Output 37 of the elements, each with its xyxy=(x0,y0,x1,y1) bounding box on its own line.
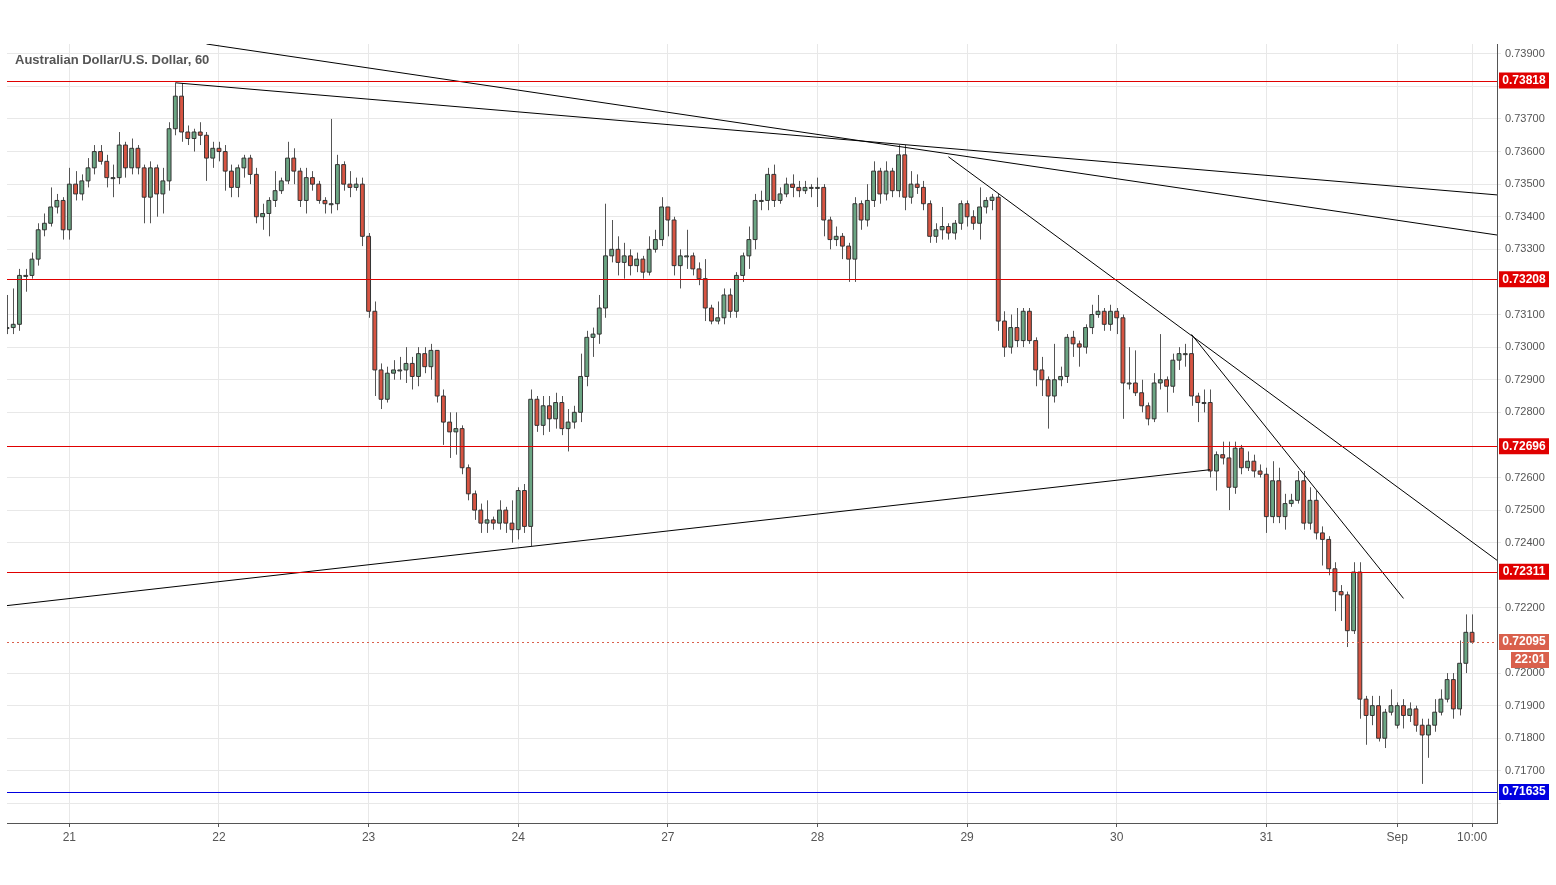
y-tick-label: 0.73700 xyxy=(1505,112,1545,124)
y-tick-label: 0.72800 xyxy=(1505,405,1545,418)
y-tick-label: 0.73900 xyxy=(1505,46,1545,59)
text: 22:01 xyxy=(1514,652,1546,667)
ref-line-label: 0.72095 xyxy=(1502,634,1547,649)
y-tick-label: 0.73600 xyxy=(1505,144,1545,157)
y-tick-label: 0.73300 xyxy=(1505,242,1545,255)
y-tick-label: 0.72900 xyxy=(1505,372,1545,385)
x-tick-label: 23 xyxy=(361,829,376,844)
x-tick-label: 31 xyxy=(1259,829,1274,844)
ref-line-label: 0.73208 xyxy=(1502,271,1547,286)
y-tick-label: 0.73000 xyxy=(1505,340,1545,353)
ref-line-label: 0.71635 xyxy=(1502,784,1547,799)
x-tick-label: 29 xyxy=(960,829,975,844)
x-tick-label: 22 xyxy=(212,829,226,844)
y-tick-label: 0.72400 xyxy=(1505,535,1545,548)
ref-line-label: 0.72696 xyxy=(1502,438,1547,453)
y-tick-label: 0.72500 xyxy=(1505,503,1545,516)
ref-line-label: 0.73818 xyxy=(1502,72,1547,87)
y-tick-label: 0.72600 xyxy=(1505,470,1545,483)
x-tick-label: 28 xyxy=(810,829,825,844)
y-tick-label: 0.71900 xyxy=(1505,698,1545,711)
y-tick-label: 0.73500 xyxy=(1505,177,1545,190)
text: Australian Dollar/U.S. Dollar, 60 xyxy=(15,51,210,67)
y-tick-label: 0.71700 xyxy=(1505,763,1545,776)
x-tick-label: Sep xyxy=(1386,829,1409,844)
y-tick-label: 0.72000 xyxy=(1505,666,1545,679)
y-tick-label: 0.73100 xyxy=(1505,307,1545,320)
x-tick-label: 10:00 xyxy=(1457,829,1488,844)
x-tick-label: 27 xyxy=(661,829,675,844)
ref-line-label: 0.72311 xyxy=(1502,564,1546,579)
x-tick-label: 24 xyxy=(511,829,526,844)
y-tick-label: 0.73400 xyxy=(1505,209,1545,222)
x-tick-label: 21 xyxy=(62,829,77,844)
x-tick-label: 30 xyxy=(1110,829,1124,844)
y-tick-label: 0.72200 xyxy=(1505,600,1545,613)
y-tick-label: 0.71800 xyxy=(1505,731,1545,744)
